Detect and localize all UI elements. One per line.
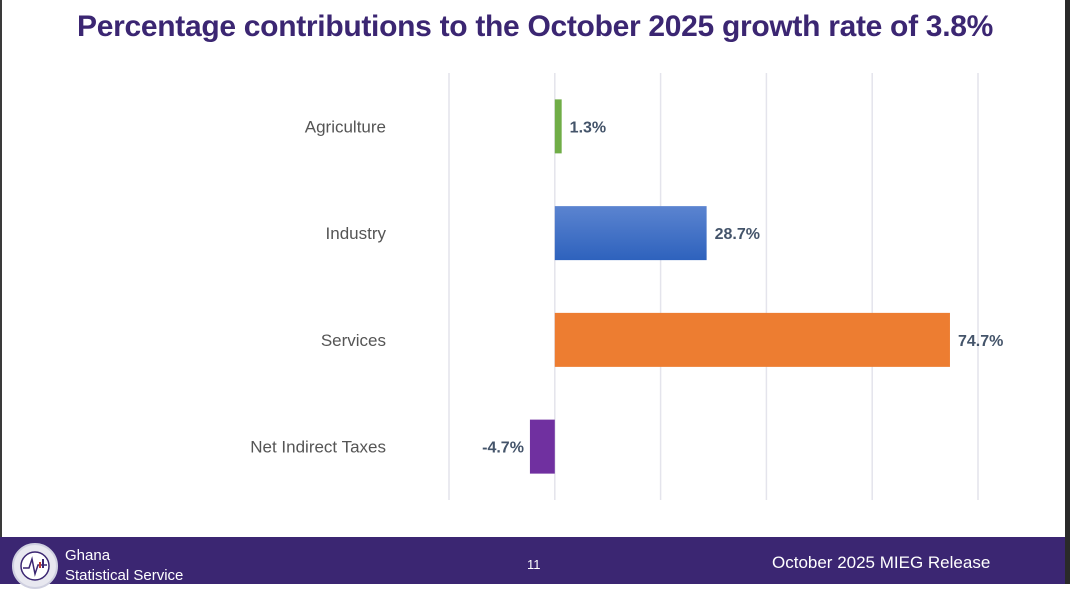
org-line-2: Statistical Service bbox=[65, 567, 184, 584]
release-label: October 2025 MIEG Release bbox=[772, 553, 991, 572]
data-label: 74.7% bbox=[958, 333, 1003, 350]
category-label: Net Indirect Taxes bbox=[250, 438, 386, 457]
right-edge bbox=[1065, 0, 1070, 584]
chart-title: Percentage contributions to the October … bbox=[77, 10, 993, 43]
left-edge bbox=[0, 0, 2, 584]
org-line-1: Ghana bbox=[65, 547, 111, 564]
bar-services bbox=[554, 312, 950, 367]
data-label: -4.7% bbox=[482, 440, 524, 457]
bar-industry bbox=[554, 206, 707, 261]
bar-net-indirect-taxes bbox=[529, 419, 555, 474]
category-label: Services bbox=[321, 331, 386, 350]
ghana-statistical-service-logo bbox=[12, 543, 58, 589]
category-label: Industry bbox=[326, 224, 387, 243]
page-number: 11 bbox=[527, 557, 541, 572]
bar-agriculture bbox=[554, 99, 562, 154]
category-label: Agriculture bbox=[305, 117, 386, 136]
organization-name: Ghana Statistical Service bbox=[65, 546, 183, 586]
footer: Ghana Statistical Service 11 October 202… bbox=[0, 537, 1065, 589]
bar-chart: Agriculture 1.3% Industry 28.7% Services 74.7… bbox=[250, 73, 1003, 500]
data-label: 28.7% bbox=[715, 226, 760, 243]
data-label: 1.3% bbox=[570, 119, 606, 136]
